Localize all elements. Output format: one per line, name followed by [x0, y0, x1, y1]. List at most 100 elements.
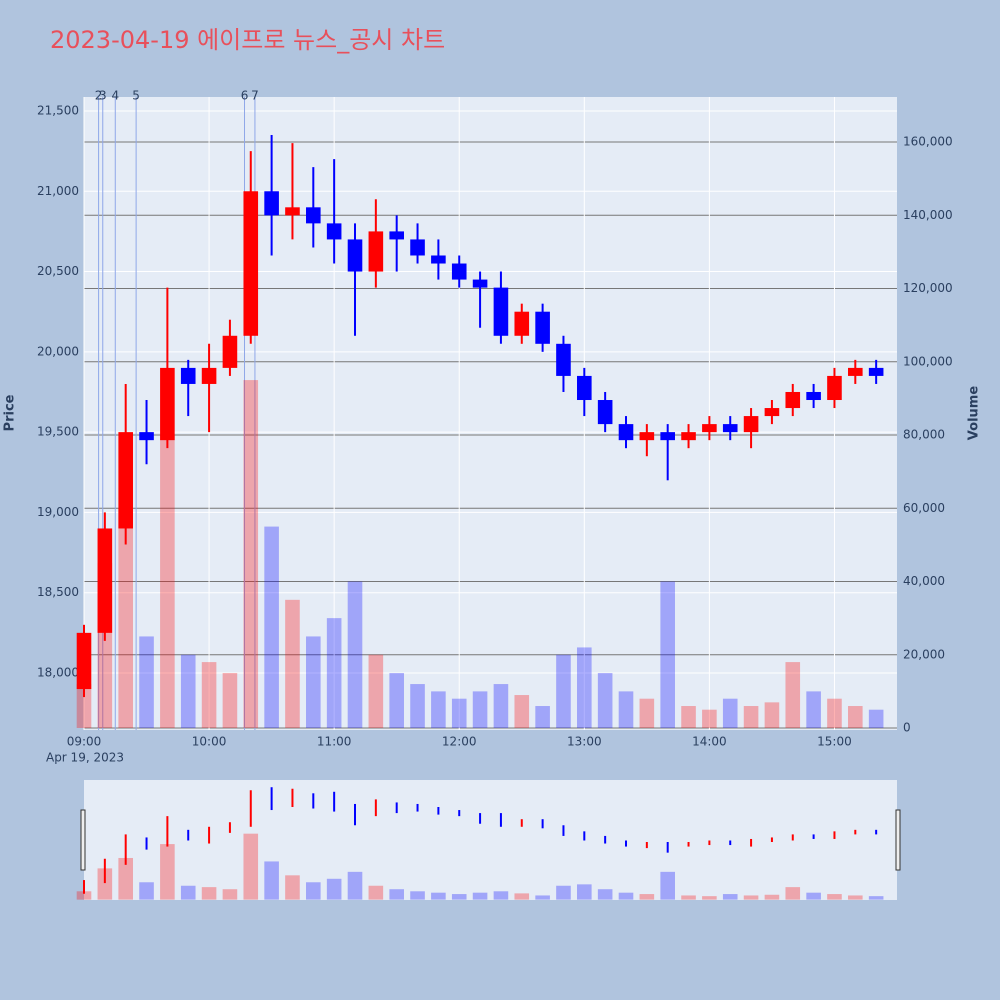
slider-volume-bar	[139, 882, 154, 900]
slider-volume-bar	[556, 885, 571, 900]
candle-body	[326, 223, 342, 240]
range-slider[interactable]	[84, 780, 897, 900]
annotation-label: 5	[132, 89, 140, 103]
y-tick-label: 18,500	[37, 585, 79, 599]
x-tick-label: 10:00	[192, 735, 227, 749]
candle-body	[118, 432, 133, 529]
slider-volume-bar	[118, 857, 133, 900]
volume-bar	[410, 684, 425, 729]
candle-body	[431, 255, 446, 264]
slider-volume-bar	[806, 892, 821, 900]
slider-volume-bar	[702, 896, 717, 900]
candle-body	[389, 231, 404, 240]
slider-volume-bar	[243, 833, 259, 900]
y2-tick-label: 40,000	[903, 574, 945, 588]
slider-volume-bar	[577, 884, 592, 900]
slider-volume-bar	[347, 871, 363, 900]
candle-body	[868, 367, 884, 376]
volume-bar	[285, 599, 300, 729]
slider-volume-bar	[410, 891, 425, 900]
slider-volume-bar	[681, 895, 696, 900]
volume-bar	[118, 508, 133, 729]
slider-volume-bar	[201, 887, 217, 900]
candle-body	[472, 279, 488, 288]
slider-volume-bar	[264, 861, 279, 900]
volume-bar	[514, 695, 530, 729]
volume-bar	[201, 662, 217, 729]
slider-volume-bar	[97, 868, 113, 900]
slider-volume-bar	[868, 896, 884, 900]
x-tick-label: 14:00	[692, 735, 727, 749]
volume-bar	[139, 636, 154, 729]
slider-volume-bar	[660, 871, 675, 900]
candle-body	[514, 311, 530, 336]
slider-volume-bar	[743, 895, 759, 900]
volume-bar	[618, 691, 634, 729]
volume-bar	[535, 706, 550, 729]
slider-volume-bar	[597, 889, 613, 900]
x-tick-label: 13:00	[567, 735, 602, 749]
candle-body	[681, 432, 696, 441]
volume-bar	[431, 691, 446, 729]
candle-body	[264, 191, 279, 216]
slider-volume-bar	[639, 894, 655, 900]
candle-body	[368, 231, 384, 272]
y-tick-label: 19,000	[37, 505, 79, 519]
y-axis-title: Price	[3, 394, 18, 431]
candle-body	[76, 632, 92, 690]
y-tick-label: 19,500	[37, 425, 79, 439]
candle-body	[639, 432, 655, 441]
y2-axis-title: Volume	[967, 386, 982, 441]
volume-bar	[264, 526, 279, 729]
volume-bar	[472, 691, 488, 729]
y2-tick-label: 160,000	[903, 135, 953, 149]
volume-bar	[722, 698, 738, 729]
candle-body	[306, 207, 321, 224]
candle-body	[743, 416, 759, 433]
candle-body	[535, 311, 550, 344]
slider-handle[interactable]	[80, 809, 86, 871]
volume-bar	[389, 673, 404, 729]
slider-volume-bar	[326, 878, 342, 900]
y2-tick-label: 140,000	[903, 208, 953, 222]
volume-bar	[639, 698, 655, 729]
annotation-label: 6	[241, 89, 249, 103]
y2-tick-label: 60,000	[903, 501, 945, 515]
slider-volume-bar	[222, 889, 238, 900]
volume-bar	[743, 706, 759, 729]
y2-tick-label: 0	[903, 721, 911, 735]
x-tick-label: 09:00	[67, 735, 102, 749]
candle-body	[827, 375, 842, 401]
candle-body	[222, 335, 238, 368]
slider-volume-bar	[785, 887, 801, 900]
candle-body	[493, 287, 509, 336]
candle-body	[285, 207, 300, 216]
slider-volume-bar	[848, 895, 863, 900]
volume-bar	[577, 647, 592, 729]
annotation-label: 2	[95, 89, 103, 103]
volume-bar	[702, 709, 717, 729]
y2-tick-label: 120,000	[903, 281, 953, 295]
y-tick-label: 20,000	[37, 344, 79, 358]
slider-volume-bar	[535, 895, 550, 900]
candle-body	[139, 432, 154, 441]
volume-bar	[806, 691, 821, 729]
volume-bar	[222, 673, 238, 729]
slider-volume-bar	[368, 885, 384, 900]
candle-body	[97, 528, 113, 633]
candle-body	[201, 367, 217, 384]
slider-volume-bar	[827, 894, 842, 900]
candle-body	[806, 391, 821, 401]
slider-volume-bar	[618, 892, 634, 900]
x-tick-label: 15:00	[817, 735, 852, 749]
candle-body	[785, 391, 801, 409]
slider-volume-bar	[722, 894, 738, 900]
volume-bar	[493, 684, 509, 729]
candle-body	[410, 239, 425, 256]
y2-tick-label: 80,000	[903, 428, 945, 442]
x-tick-label: 11:00	[317, 735, 352, 749]
candle-body	[764, 408, 780, 417]
slider-volume-bar	[306, 882, 321, 900]
slider-handle[interactable]	[895, 809, 901, 871]
